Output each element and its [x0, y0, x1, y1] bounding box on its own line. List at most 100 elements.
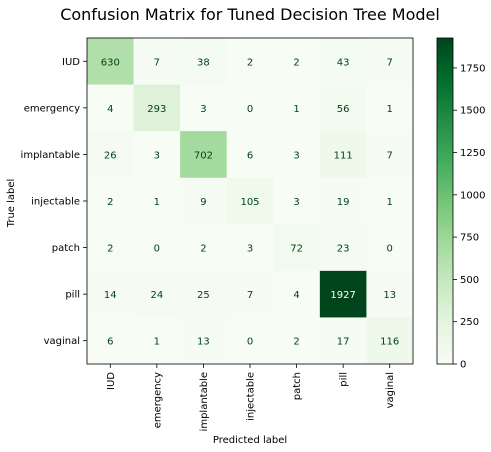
cell-value-label: 43 [337, 57, 350, 68]
cell-value-label: 4 [107, 104, 113, 115]
x-tick-label: injectable [246, 372, 257, 421]
heatmap-cell [87, 177, 135, 225]
colorbar-tick-label: 500 [460, 275, 479, 286]
heatmap-cell [273, 131, 321, 179]
cell-value-label: 630 [101, 57, 120, 68]
cell-value-label: 1 [154, 197, 160, 208]
cell-value-label: 7 [387, 150, 393, 161]
heatmap-cell [133, 84, 181, 132]
cell-value-label: 9 [200, 197, 206, 208]
y-tick-label: patch [52, 243, 80, 254]
y-tick-label: injectable [31, 197, 80, 208]
heatmap-cell [273, 317, 321, 365]
heatmap-cell [319, 38, 367, 86]
cell-value-label: 56 [337, 104, 350, 115]
heatmap-cell [366, 177, 414, 225]
heatmap-cell [180, 84, 228, 132]
y-tick-label: vaginal [44, 336, 80, 347]
heatmap-cell [87, 84, 135, 132]
heatmap-cell [319, 84, 367, 132]
heatmap-cell [133, 224, 181, 272]
heatmap-cell [273, 270, 321, 318]
colorbar-tick-label: 0 [460, 360, 466, 371]
cell-value-label: 2 [200, 244, 206, 255]
heatmap-cell [226, 38, 274, 86]
colorbar [436, 37, 454, 365]
colorbar-tick-label: 250 [460, 317, 479, 328]
cell-value-label: 23 [337, 244, 350, 255]
cell-value-label: 2 [107, 244, 113, 255]
cell-value-label: 7 [387, 57, 393, 68]
heatmap-cell [226, 317, 274, 365]
cell-value-label: 14 [104, 290, 117, 301]
colorbar-tick-label: 1250 [460, 148, 485, 159]
x-tick-label: emergency [152, 372, 163, 428]
heatmap-cell [319, 131, 367, 179]
cell-value-label: 72 [290, 244, 303, 255]
cell-value-label: 13 [383, 290, 396, 301]
x-tick-label: patch [292, 372, 303, 400]
heatmap-cell [87, 131, 135, 179]
cell-value-label: 3 [154, 150, 160, 161]
cell-value-label: 105 [240, 197, 259, 208]
y-tick-label: IUD [62, 57, 80, 68]
heatmap-cell [180, 38, 228, 86]
heatmap-cell [366, 131, 414, 179]
cell-value-label: 0 [247, 337, 253, 348]
cell-value-label: 3 [293, 197, 299, 208]
heatmap-cell [226, 84, 274, 132]
cell-value-label: 38 [197, 57, 210, 68]
y-tick-label: pill [65, 290, 80, 301]
heatmap-cell [133, 38, 181, 86]
y-axis-ticks: IUD emergency implantable injectable patch pi… [21, 57, 87, 347]
colorbar-tick-label: 1750 [460, 63, 485, 74]
heatmap-cell [87, 38, 135, 86]
heatmap-cell [87, 270, 135, 318]
heatmap-cell [366, 38, 414, 86]
cell-value-label: 2 [293, 57, 299, 68]
heatmap-cell [226, 177, 274, 225]
heatmap-cell [226, 270, 274, 318]
heatmap-cell [226, 131, 274, 179]
cell-value-label: 7 [154, 57, 160, 68]
cell-value-label: 1 [154, 337, 160, 348]
cell-value-label: 19 [337, 197, 350, 208]
heatmap-cell [366, 84, 414, 132]
cell-value-label: 0 [154, 244, 160, 255]
cell-value-label: 1 [387, 104, 393, 115]
cell-value-label: 3 [247, 244, 253, 255]
cell-value-label: 0 [247, 104, 253, 115]
cell-value-label: 3 [293, 150, 299, 161]
heatmap-cell [180, 131, 228, 179]
y-tick-label: emergency [24, 103, 80, 114]
colorbar-tick-label: 1000 [460, 190, 485, 201]
heatmap-cells: 630 7 38 2 2 43 74 293 3 0 1 56 126 3 702 6 3 111 72 1 9 105 3… [87, 38, 414, 365]
heatmap-cell [273, 84, 321, 132]
heatmap-cell [273, 38, 321, 86]
cell-value-label: 1927 [330, 290, 355, 301]
cell-value-label: 7 [247, 290, 253, 301]
heatmap-cell [133, 270, 181, 318]
cell-value-label: 293 [147, 104, 166, 115]
colorbar-tick-label: 750 [460, 233, 479, 244]
heatmap-cell [133, 131, 181, 179]
x-axis-label: Predicted label [213, 435, 287, 446]
colorbar-tick-label: 1500 [460, 106, 485, 117]
y-axis-label: True label [6, 179, 17, 229]
chart-title: Confusion Matrix for Tuned Decision Tree… [60, 5, 440, 24]
cell-value-label: 24 [150, 290, 163, 301]
x-axis-ticks: IUD emergency implantable injectable patch pi… [106, 364, 396, 431]
heatmap-cell [366, 224, 414, 272]
heatmap-cell [226, 224, 274, 272]
cell-value-label: 3 [200, 104, 206, 115]
cell-value-label: 13 [197, 337, 210, 348]
heatmap-cell [87, 224, 135, 272]
cell-value-label: 2 [107, 197, 113, 208]
cell-value-label: 26 [104, 150, 117, 161]
x-tick-label: implantable [199, 372, 210, 431]
heatmap-cell [87, 317, 135, 365]
x-tick-label: pill [339, 372, 350, 387]
cell-value-label: 1 [387, 197, 393, 208]
heatmap-cell [273, 177, 321, 225]
